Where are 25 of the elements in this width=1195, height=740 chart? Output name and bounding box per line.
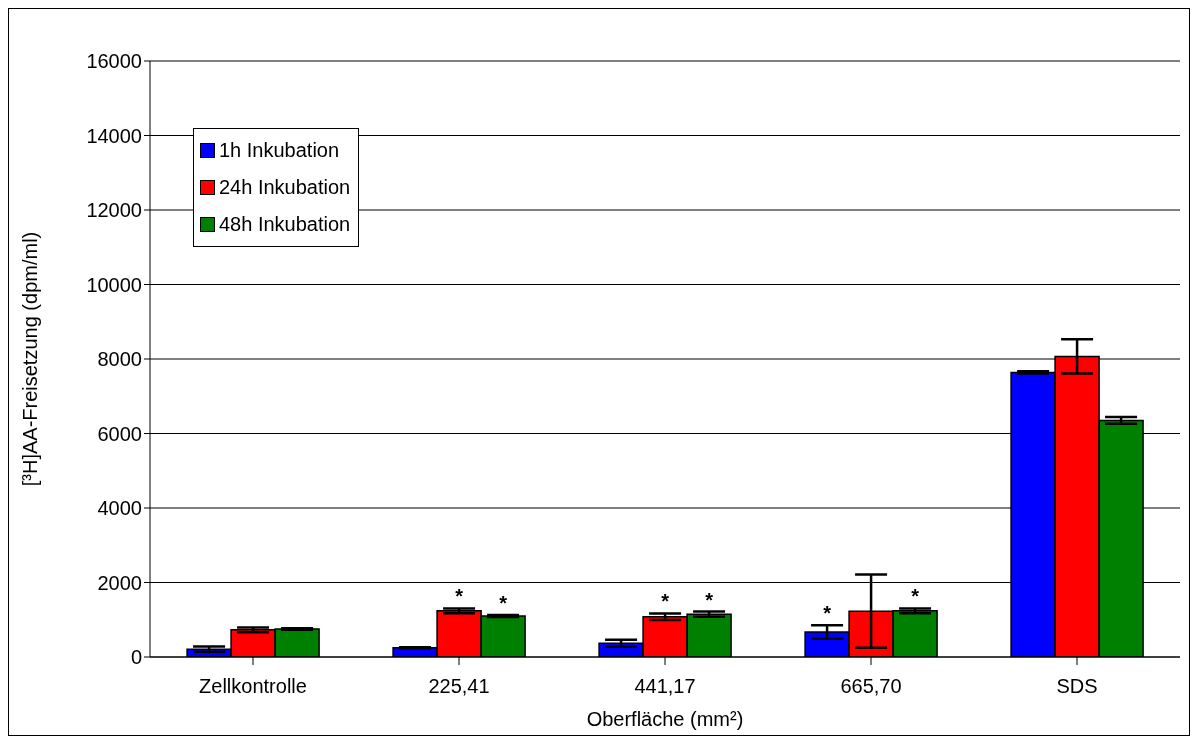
data-label: *	[661, 590, 670, 613]
x-tick-label: 225,41	[428, 675, 490, 698]
y-tick-label: 8000	[97, 348, 142, 371]
y-axis-title: [³H]AA-Freisetzung (dpm/ml)	[19, 231, 42, 487]
x-tick-label: SDS	[1056, 675, 1098, 698]
x-tick-label: 665,70	[840, 675, 902, 698]
data-label: *	[705, 588, 714, 611]
y-tick-label: 14000	[86, 124, 142, 147]
x-tick-label: 441,17	[634, 675, 696, 698]
legend-label: 24h Inkubation	[219, 175, 351, 200]
y-tick-label: 6000	[97, 422, 142, 445]
y-tick-label: 12000	[86, 199, 142, 222]
legend-label: 48h Inkubation	[219, 212, 351, 237]
y-tick-label: 2000	[97, 571, 142, 594]
data-label: *	[911, 585, 920, 608]
x-tick-label: Zellkontrolle	[199, 675, 307, 698]
x-axis-title: Oberfläche (mm²)	[586, 708, 744, 730]
y-tick-label: 4000	[97, 497, 142, 520]
y-tick-label: 10000	[86, 273, 142, 296]
data-label: *	[455, 585, 464, 608]
legend-label: 1h Inkubation	[219, 138, 340, 163]
data-label: *	[823, 602, 832, 625]
data-label: *	[499, 592, 508, 615]
y-tick-label: 0	[130, 646, 142, 669]
y-tick-label: 16000	[86, 50, 142, 73]
